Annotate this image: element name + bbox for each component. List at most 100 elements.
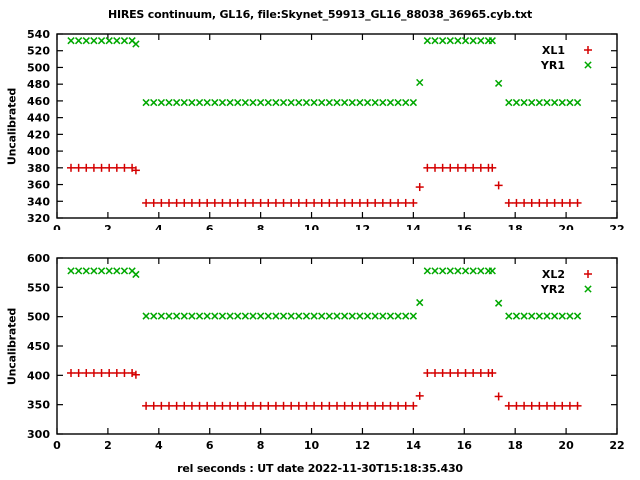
- y-tick-label: 500: [27, 311, 50, 324]
- legend-marker-XL1: [584, 46, 592, 54]
- data-point: [423, 267, 432, 275]
- data-point: [203, 98, 211, 107]
- data-point: [74, 267, 83, 275]
- data-point: [356, 312, 364, 320]
- y-tick-label: 400: [27, 369, 50, 382]
- data-point: [90, 37, 98, 45]
- x-tick-label: 4: [155, 439, 163, 452]
- data-point: [234, 98, 242, 107]
- data-point: [97, 37, 106, 45]
- x-tick-label: 18: [508, 223, 523, 230]
- x-tick-label: 14: [406, 439, 422, 452]
- y-tick-label: 550: [27, 281, 50, 294]
- data-point: [543, 98, 551, 107]
- data-point: [241, 98, 250, 107]
- data-point: [520, 312, 528, 320]
- y-tick-label: 600: [27, 252, 50, 265]
- data-point: [409, 312, 418, 320]
- x-tick-label: 2: [104, 439, 112, 452]
- legend-marker-YR2: [584, 285, 592, 293]
- legend-marker-YR1: [584, 61, 592, 69]
- data-point: [90, 267, 98, 275]
- data-point: [371, 98, 379, 107]
- data-point: [302, 312, 311, 320]
- x-tick-label: 0: [53, 223, 61, 230]
- y-tick-label: 520: [27, 45, 50, 58]
- data-point: [379, 98, 387, 107]
- data-point: [363, 98, 372, 107]
- data-point: [423, 37, 432, 45]
- data-point: [477, 37, 485, 45]
- y-tick-label: 450: [27, 340, 50, 353]
- x-tick-label: 14: [406, 223, 422, 230]
- data-point: [528, 98, 536, 107]
- data-point: [165, 98, 173, 107]
- data-point: [264, 98, 272, 107]
- data-point: [203, 312, 211, 320]
- x-tick-label: 20: [558, 223, 574, 230]
- data-point: [416, 78, 424, 87]
- data-point: [67, 37, 75, 45]
- data-point: [249, 98, 257, 107]
- data-point: [446, 267, 454, 275]
- data-point: [188, 312, 196, 320]
- series-XL2: [67, 368, 582, 410]
- data-point: [120, 37, 129, 45]
- x-tick-label: 8: [257, 439, 265, 452]
- data-point: [550, 312, 559, 320]
- data-point: [409, 98, 418, 107]
- y-tick-label: 360: [27, 179, 50, 192]
- data-point: [150, 312, 158, 320]
- x-tick-label: 22: [609, 223, 624, 230]
- y-tick-label: 480: [27, 78, 50, 91]
- x-tick-label: 16: [457, 223, 473, 230]
- data-point: [105, 267, 113, 275]
- data-point: [340, 312, 349, 320]
- y-tick-label: 350: [27, 399, 50, 412]
- data-point: [558, 98, 566, 107]
- data-point: [132, 40, 140, 48]
- page-title: HIRES continuum, GL16, file:Skynet_59913…: [107, 8, 533, 21]
- data-point: [128, 37, 136, 45]
- data-point: [416, 298, 424, 307]
- legend-label-XL1: XL1: [542, 44, 565, 57]
- y-tick-label: 400: [27, 145, 50, 158]
- data-point: [431, 267, 439, 275]
- y-tick-label: 460: [27, 95, 50, 108]
- data-point: [438, 37, 447, 45]
- data-point: [566, 312, 574, 320]
- chart-panel-bottom: 300 350 400 450 500 550 600 0 2 4 6 8 10 12 14 16 18 20 22…: [27, 252, 625, 452]
- x-tick-label: 22: [609, 439, 624, 452]
- data-point: [279, 312, 288, 320]
- legend-label-YR2: YR2: [540, 283, 565, 296]
- data-point: [234, 312, 242, 320]
- data-point: [256, 312, 265, 320]
- y-tick-label: 440: [27, 112, 50, 125]
- data-point: [543, 312, 551, 320]
- data-point: [180, 98, 188, 107]
- data-point: [477, 267, 485, 275]
- data-point: [318, 312, 326, 320]
- data-point: [325, 98, 334, 107]
- y-tick-label: 320: [27, 212, 50, 225]
- data-point: [325, 312, 334, 320]
- x-tick-label: 10: [304, 439, 320, 452]
- y-tick-label: 380: [27, 162, 50, 175]
- data-point: [310, 98, 318, 107]
- data-point: [535, 98, 544, 107]
- data-point: [454, 37, 462, 45]
- data-point: [180, 312, 188, 320]
- data-point: [272, 312, 280, 320]
- data-point: [512, 98, 521, 107]
- data-point: [488, 267, 496, 275]
- y-tick-label: 340: [27, 195, 50, 208]
- data-point: [469, 267, 477, 275]
- series-YR1: [67, 37, 582, 107]
- data-point: [157, 312, 166, 320]
- data-point: [348, 312, 356, 320]
- data-point: [454, 267, 462, 275]
- x-tick-label: 20: [558, 439, 574, 452]
- data-point: [494, 299, 503, 307]
- legend-marker-XL2: [584, 270, 592, 278]
